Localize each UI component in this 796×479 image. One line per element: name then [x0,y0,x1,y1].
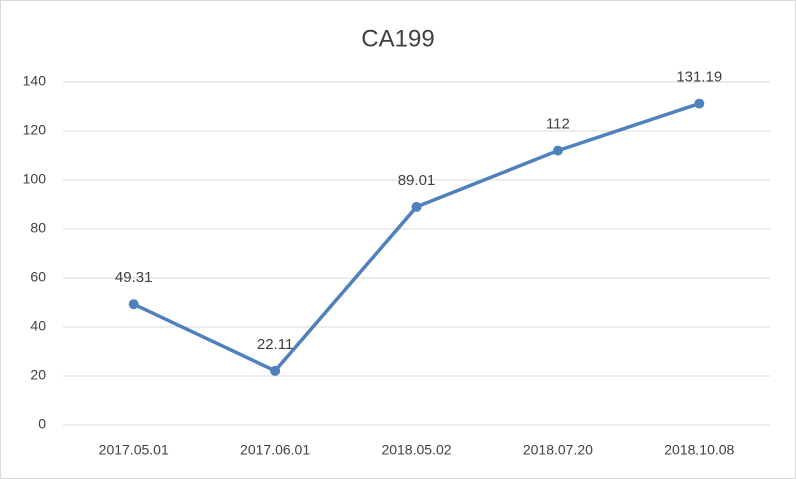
chart-title: CA199 [361,25,434,52]
data-label: 131.19 [676,69,722,86]
x-tick-label: 2017.05.01 [99,442,169,458]
y-tick-label: 0 [38,416,46,432]
y-tick-label: 60 [30,269,46,285]
y-tick-label: 100 [23,171,47,187]
data-point [694,98,705,109]
data-label: 112 [546,116,570,133]
y-tick-label: 120 [23,122,47,138]
data-label: 22.11 [257,336,293,353]
data-point [552,145,563,156]
data-point [128,299,139,310]
data-label: 89.01 [398,172,436,189]
x-tick-label: 2017.06.01 [240,442,310,458]
x-tick-label: 2018.07.20 [523,442,593,458]
y-tick-label: 20 [30,367,46,383]
y-tick-label: 80 [30,220,46,236]
y-tick-label: 140 [23,73,47,89]
data-label: 49.31 [115,269,153,286]
y-tick-label: 40 [30,318,46,334]
data-point [411,201,422,212]
x-tick-label: 2018.10.08 [664,442,734,458]
data-point [270,365,281,376]
x-tick-label: 2018.05.02 [381,442,451,458]
